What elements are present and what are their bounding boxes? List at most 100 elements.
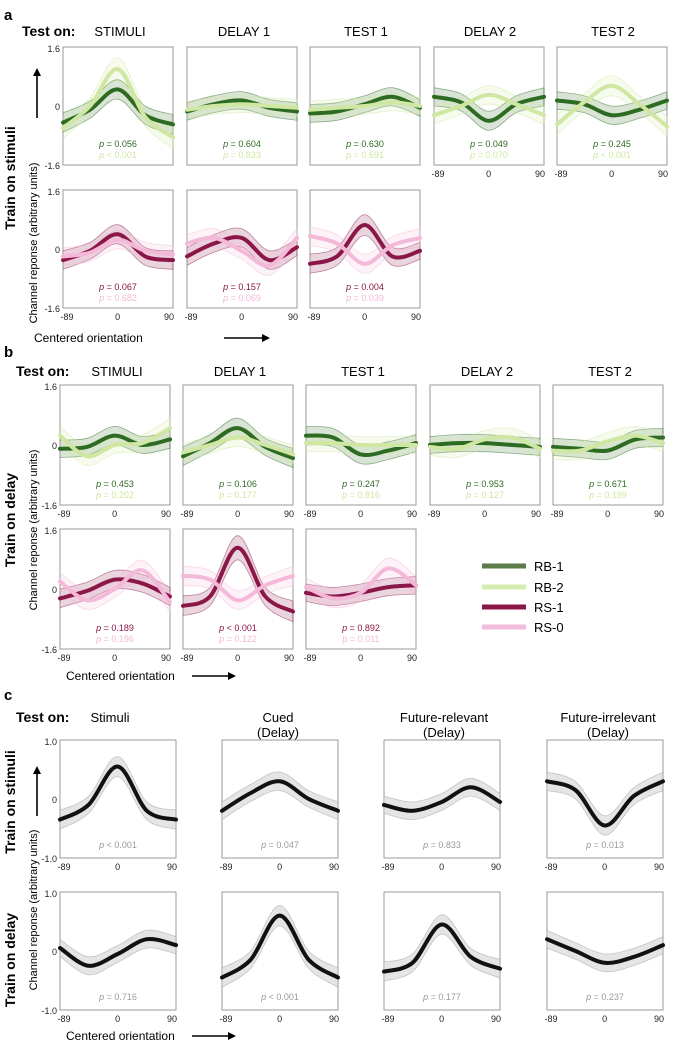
x-axis-label-b: Centered orientation [66, 669, 175, 683]
p-value-text: = 0.157 [228, 282, 261, 292]
p-value-rb-1: p = 0.453 [95, 479, 134, 489]
p-symbol: p [345, 293, 351, 303]
p-value-rb-1: p = 0.106 [218, 479, 257, 489]
x-tick-label: -89 [381, 1014, 394, 1024]
panel-letter-a: a [4, 7, 13, 24]
col-title-a-3: DELAY 2 [464, 24, 516, 39]
x-arrow-c [192, 1032, 236, 1040]
p-value-rb-1: p = 0.953 [465, 479, 504, 489]
p-value-text: = 0.013 [591, 840, 624, 850]
subplot-c-delay-2: -89 0 90 p = 0.177 [381, 891, 502, 1024]
x-tick-label: 0 [605, 509, 610, 519]
p-value-text: = 0.011 [347, 634, 379, 644]
series-line-rs-1 [181, 545, 295, 614]
y-arrow-a [33, 68, 41, 118]
y-tick-label: 0 [52, 441, 57, 451]
p-value-text: = 0.453 [101, 479, 134, 489]
y-tick-label: 1.6 [44, 382, 57, 392]
x-tick-label: -89 [554, 169, 567, 179]
x-tick-label: 0 [439, 862, 444, 872]
p-symbol: p [592, 150, 598, 160]
legend-label-rb-1: RB-1 [534, 559, 564, 574]
p-value-text: < 0.001 [104, 840, 137, 850]
x-tick-label: 90 [288, 312, 298, 322]
legend: RB-1 RB-2 RS-1 RS-0 [482, 559, 564, 635]
p-symbol: p [95, 623, 101, 633]
p-value-text: < 0.001 [598, 150, 631, 160]
p-symbol: p [465, 479, 471, 489]
series-line-rs-0 [58, 568, 172, 605]
x-tick-label: 0 [277, 862, 282, 872]
x-tick-label: 90 [284, 509, 294, 519]
p-symbol: p [98, 293, 104, 303]
p-value-rb-1: p = 0.604 [222, 139, 261, 149]
y-tick-label: 0 [55, 245, 60, 255]
x-tick-label: -89 [381, 862, 394, 872]
p-value-rb-1: p = 0.245 [592, 139, 631, 149]
p-symbol: p [341, 623, 347, 633]
panel-letter-c: c [4, 687, 12, 704]
p-value-text: < 0.001 [224, 623, 257, 633]
series-line-all [545, 779, 665, 828]
y-tick-label: 0 [55, 102, 60, 112]
p-symbol: p [345, 150, 351, 160]
p-value-text: = 0.189 [101, 623, 134, 633]
p-value-rs-0: p = 0.011 [341, 634, 379, 644]
train-label-a: Train on stimuli [2, 126, 18, 229]
p-symbol: p [98, 150, 104, 160]
x-tick-label: -89 [303, 653, 316, 663]
col-title-c-3-line-1: (Delay) [587, 725, 629, 740]
x-tick-label: -89 [427, 509, 440, 519]
p-value-rb-2: p = 0.177 [218, 490, 257, 500]
p-symbol: p [469, 139, 475, 149]
test-on-label-c: Test on: [16, 709, 69, 725]
x-tick-label: 0 [235, 509, 240, 519]
p-symbol: p [422, 992, 428, 1002]
p-symbol: p [592, 139, 598, 149]
panel-letter-b: b [4, 344, 13, 361]
series-line-rs-1 [308, 222, 422, 266]
p-symbol: p [222, 150, 228, 160]
p-symbol: p [469, 150, 475, 160]
series-line-rb-1 [432, 94, 546, 123]
p-value-all: p = 0.013 [585, 840, 624, 850]
p-value-text: = 0.004 [351, 282, 384, 292]
series-line-rb-1 [304, 433, 418, 458]
subplot-c-stim-2: -89 0 90 p = 0.833 [381, 739, 502, 872]
p-value-rb-2: p = 0.816 [341, 490, 380, 500]
p-value-rb-2: p = 0.833 [222, 150, 261, 160]
x-tick-label: 90 [658, 169, 668, 179]
x-tick-label: 90 [329, 862, 339, 872]
x-tick-label: 0 [358, 653, 363, 663]
series-line-rs-0 [61, 237, 175, 259]
y-tick-label: -1.6 [41, 645, 57, 655]
series-line-rs-0 [185, 235, 299, 268]
y-tick-label: -1.6 [44, 161, 60, 171]
p-value-text: = 0.127 [471, 490, 504, 500]
p-value-rb-2: p = 0.591 [345, 150, 384, 160]
p-value-rs-0: p = 0.039 [345, 293, 384, 303]
series-line-all [220, 779, 340, 813]
series-line-all [382, 922, 502, 974]
y-tick-label: 1.6 [47, 44, 60, 54]
p-symbol: p [222, 293, 228, 303]
x-tick-label: -89 [57, 862, 70, 872]
x-tick-label: 0 [362, 312, 367, 322]
x-tick-label: 0 [439, 1014, 444, 1024]
subplot-frame [182, 384, 294, 506]
subplot-c-delay-1: -89 0 90 p < 0.001 [219, 891, 340, 1024]
subplot-frame [383, 891, 501, 1011]
x-tick-label: -89 [303, 509, 316, 519]
y-arrow-c [33, 766, 41, 816]
p-value-text: < 0.001 [266, 992, 299, 1002]
col-title-b-1: DELAY 1 [214, 364, 266, 379]
legend-label-rb-2: RB-2 [534, 580, 564, 595]
x-tick-label: 90 [535, 169, 545, 179]
x-tick-label: 90 [654, 1014, 664, 1024]
